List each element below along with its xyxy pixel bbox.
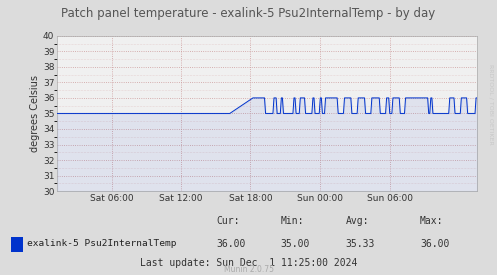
Text: RRDTOOL / TOBI OETIKER: RRDTOOL / TOBI OETIKER — [489, 64, 494, 145]
Text: 35.33: 35.33 — [345, 239, 375, 249]
Text: 35.00: 35.00 — [281, 239, 310, 249]
Text: exalink-5 Psu2InternalTemp: exalink-5 Psu2InternalTemp — [27, 240, 177, 248]
Text: Last update: Sun Dec  1 11:25:00 2024: Last update: Sun Dec 1 11:25:00 2024 — [140, 258, 357, 268]
Text: 36.00: 36.00 — [420, 239, 449, 249]
Text: 36.00: 36.00 — [216, 239, 246, 249]
Text: Avg:: Avg: — [345, 216, 369, 226]
Text: Max:: Max: — [420, 216, 443, 226]
Text: Patch panel temperature - exalink-5 Psu2InternalTemp - by day: Patch panel temperature - exalink-5 Psu2… — [61, 7, 436, 20]
Y-axis label: degrees Celsius: degrees Celsius — [30, 75, 40, 152]
Text: Munin 2.0.75: Munin 2.0.75 — [224, 265, 273, 274]
Text: Min:: Min: — [281, 216, 304, 226]
Text: Cur:: Cur: — [216, 216, 240, 226]
